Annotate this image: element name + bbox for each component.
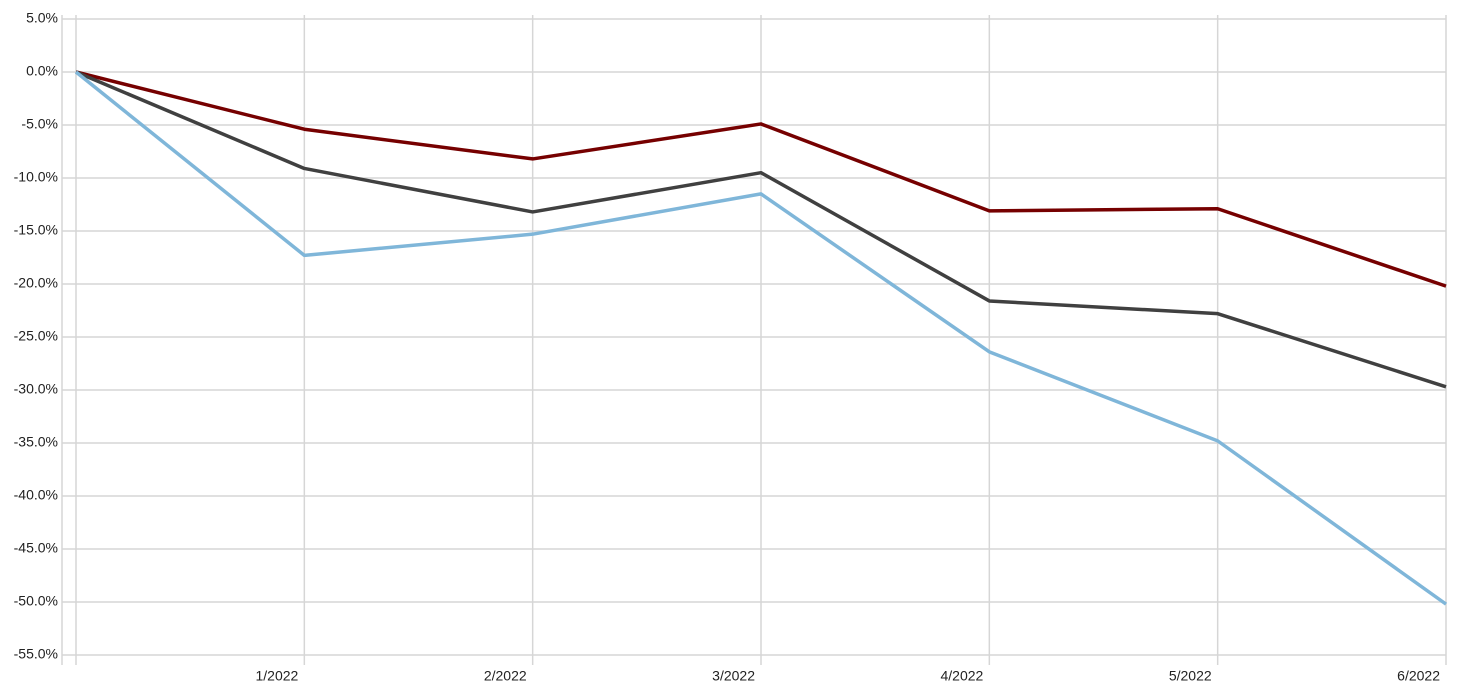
y-tick-label: -20.0% (14, 275, 58, 291)
y-tick-label: -5.0% (21, 116, 58, 132)
y-tick-label: -40.0% (14, 487, 58, 503)
y-tick-label: 0.0% (26, 63, 58, 79)
series-line (74, 70, 1448, 606)
x-tick-label: 5/2022 (1169, 668, 1212, 684)
y-tick-label: -25.0% (14, 328, 58, 344)
x-tick-label: 6/2022 (1397, 668, 1440, 684)
y-tick-label: -15.0% (14, 222, 58, 238)
y-tick-label: -10.0% (14, 169, 58, 185)
x-tick-label: 4/2022 (941, 668, 984, 684)
y-tick-label: -45.0% (14, 540, 58, 556)
x-tick-label: 3/2022 (712, 668, 755, 684)
y-tick-label: -50.0% (14, 593, 58, 609)
y-tick-label: -55.0% (14, 646, 58, 662)
x-tick-label: 1/2022 (256, 668, 299, 684)
y-tick-label: -30.0% (14, 381, 58, 397)
x-tick-label: 2/2022 (484, 668, 527, 684)
y-tick-label: 5.0% (26, 10, 58, 26)
series-line (75, 70, 1447, 288)
series-line (75, 70, 1447, 389)
y-tick-label: -35.0% (14, 434, 58, 450)
